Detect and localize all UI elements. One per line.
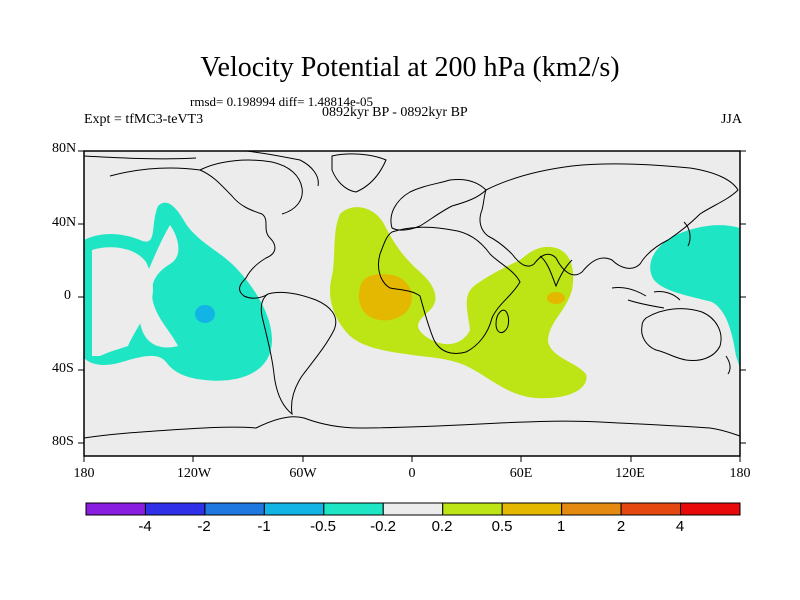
positive-region-atlantic-africa bbox=[330, 207, 587, 399]
colorbar-swatch bbox=[204, 502, 265, 516]
lon-label-120w: 120W bbox=[176, 466, 212, 481]
colorbar-swatch bbox=[620, 502, 682, 516]
colorbar bbox=[85, 502, 741, 516]
lon-label-180e: 180 bbox=[729, 466, 751, 481]
lon-ticks bbox=[83, 456, 741, 462]
lon-label-120e: 120E bbox=[615, 466, 645, 481]
period-label: 0892kyr BP - 0892kyr BP bbox=[322, 105, 468, 120]
pacific-gap-2 bbox=[138, 225, 179, 348]
colorbar-swatch bbox=[263, 502, 325, 516]
positive-core-atlantic bbox=[358, 274, 412, 321]
stats-line: rmsd= 0.198994 diff= 1.48814e-05 bbox=[190, 94, 374, 109]
colorbar-swatch bbox=[323, 502, 384, 516]
colorbar-swatch bbox=[144, 502, 206, 516]
experiment-label: Expt = tfMC3-teVT3 bbox=[84, 112, 204, 127]
season-label: JJA bbox=[720, 112, 742, 127]
negative-core bbox=[195, 305, 215, 323]
colorbar-label-7: 0.5 bbox=[491, 518, 513, 535]
lat-ticks bbox=[78, 150, 746, 444]
positive-core-indian bbox=[547, 292, 565, 304]
colorbar-label-5: -0.2 bbox=[370, 518, 396, 535]
lat-label-80n: 80N bbox=[52, 141, 77, 156]
colorbar-label-9: 2 bbox=[616, 518, 626, 535]
lon-label-60w: 60W bbox=[289, 466, 317, 481]
colorbar-swatch bbox=[501, 502, 563, 516]
colorbar-label-4: -0.5 bbox=[310, 518, 336, 535]
lat-label-80s: 80S bbox=[52, 434, 74, 449]
lon-label-0: 0 bbox=[408, 466, 416, 481]
colorbar-label-2: -2 bbox=[197, 518, 211, 535]
page-title: Velocity Potential at 200 hPa (km2/s) bbox=[200, 52, 620, 83]
coastlines bbox=[84, 151, 740, 439]
colorbar-label-1: -4 bbox=[138, 518, 152, 535]
colorbar-swatch bbox=[680, 502, 741, 516]
colorbar-label-6: 0.2 bbox=[431, 518, 453, 535]
lon-label-180w: 180 bbox=[73, 466, 95, 481]
lat-label-40s: 40S bbox=[52, 361, 74, 376]
colorbar-swatch bbox=[442, 502, 503, 516]
colorbar-label-3: -1 bbox=[257, 518, 271, 535]
lat-label-eq: 0 bbox=[64, 288, 71, 303]
colorbar-label-8: 1 bbox=[556, 518, 566, 535]
colorbar-swatch bbox=[561, 502, 622, 516]
negative-region-pacific-east bbox=[650, 225, 740, 368]
pacific-gap bbox=[92, 247, 153, 356]
lat-label-40n: 40N bbox=[52, 215, 77, 230]
lon-label-60e: 60E bbox=[509, 466, 533, 481]
colorbar-label-10: 4 bbox=[675, 518, 685, 535]
colorbar-swatch bbox=[85, 502, 146, 516]
colorbar-swatch bbox=[382, 502, 444, 516]
